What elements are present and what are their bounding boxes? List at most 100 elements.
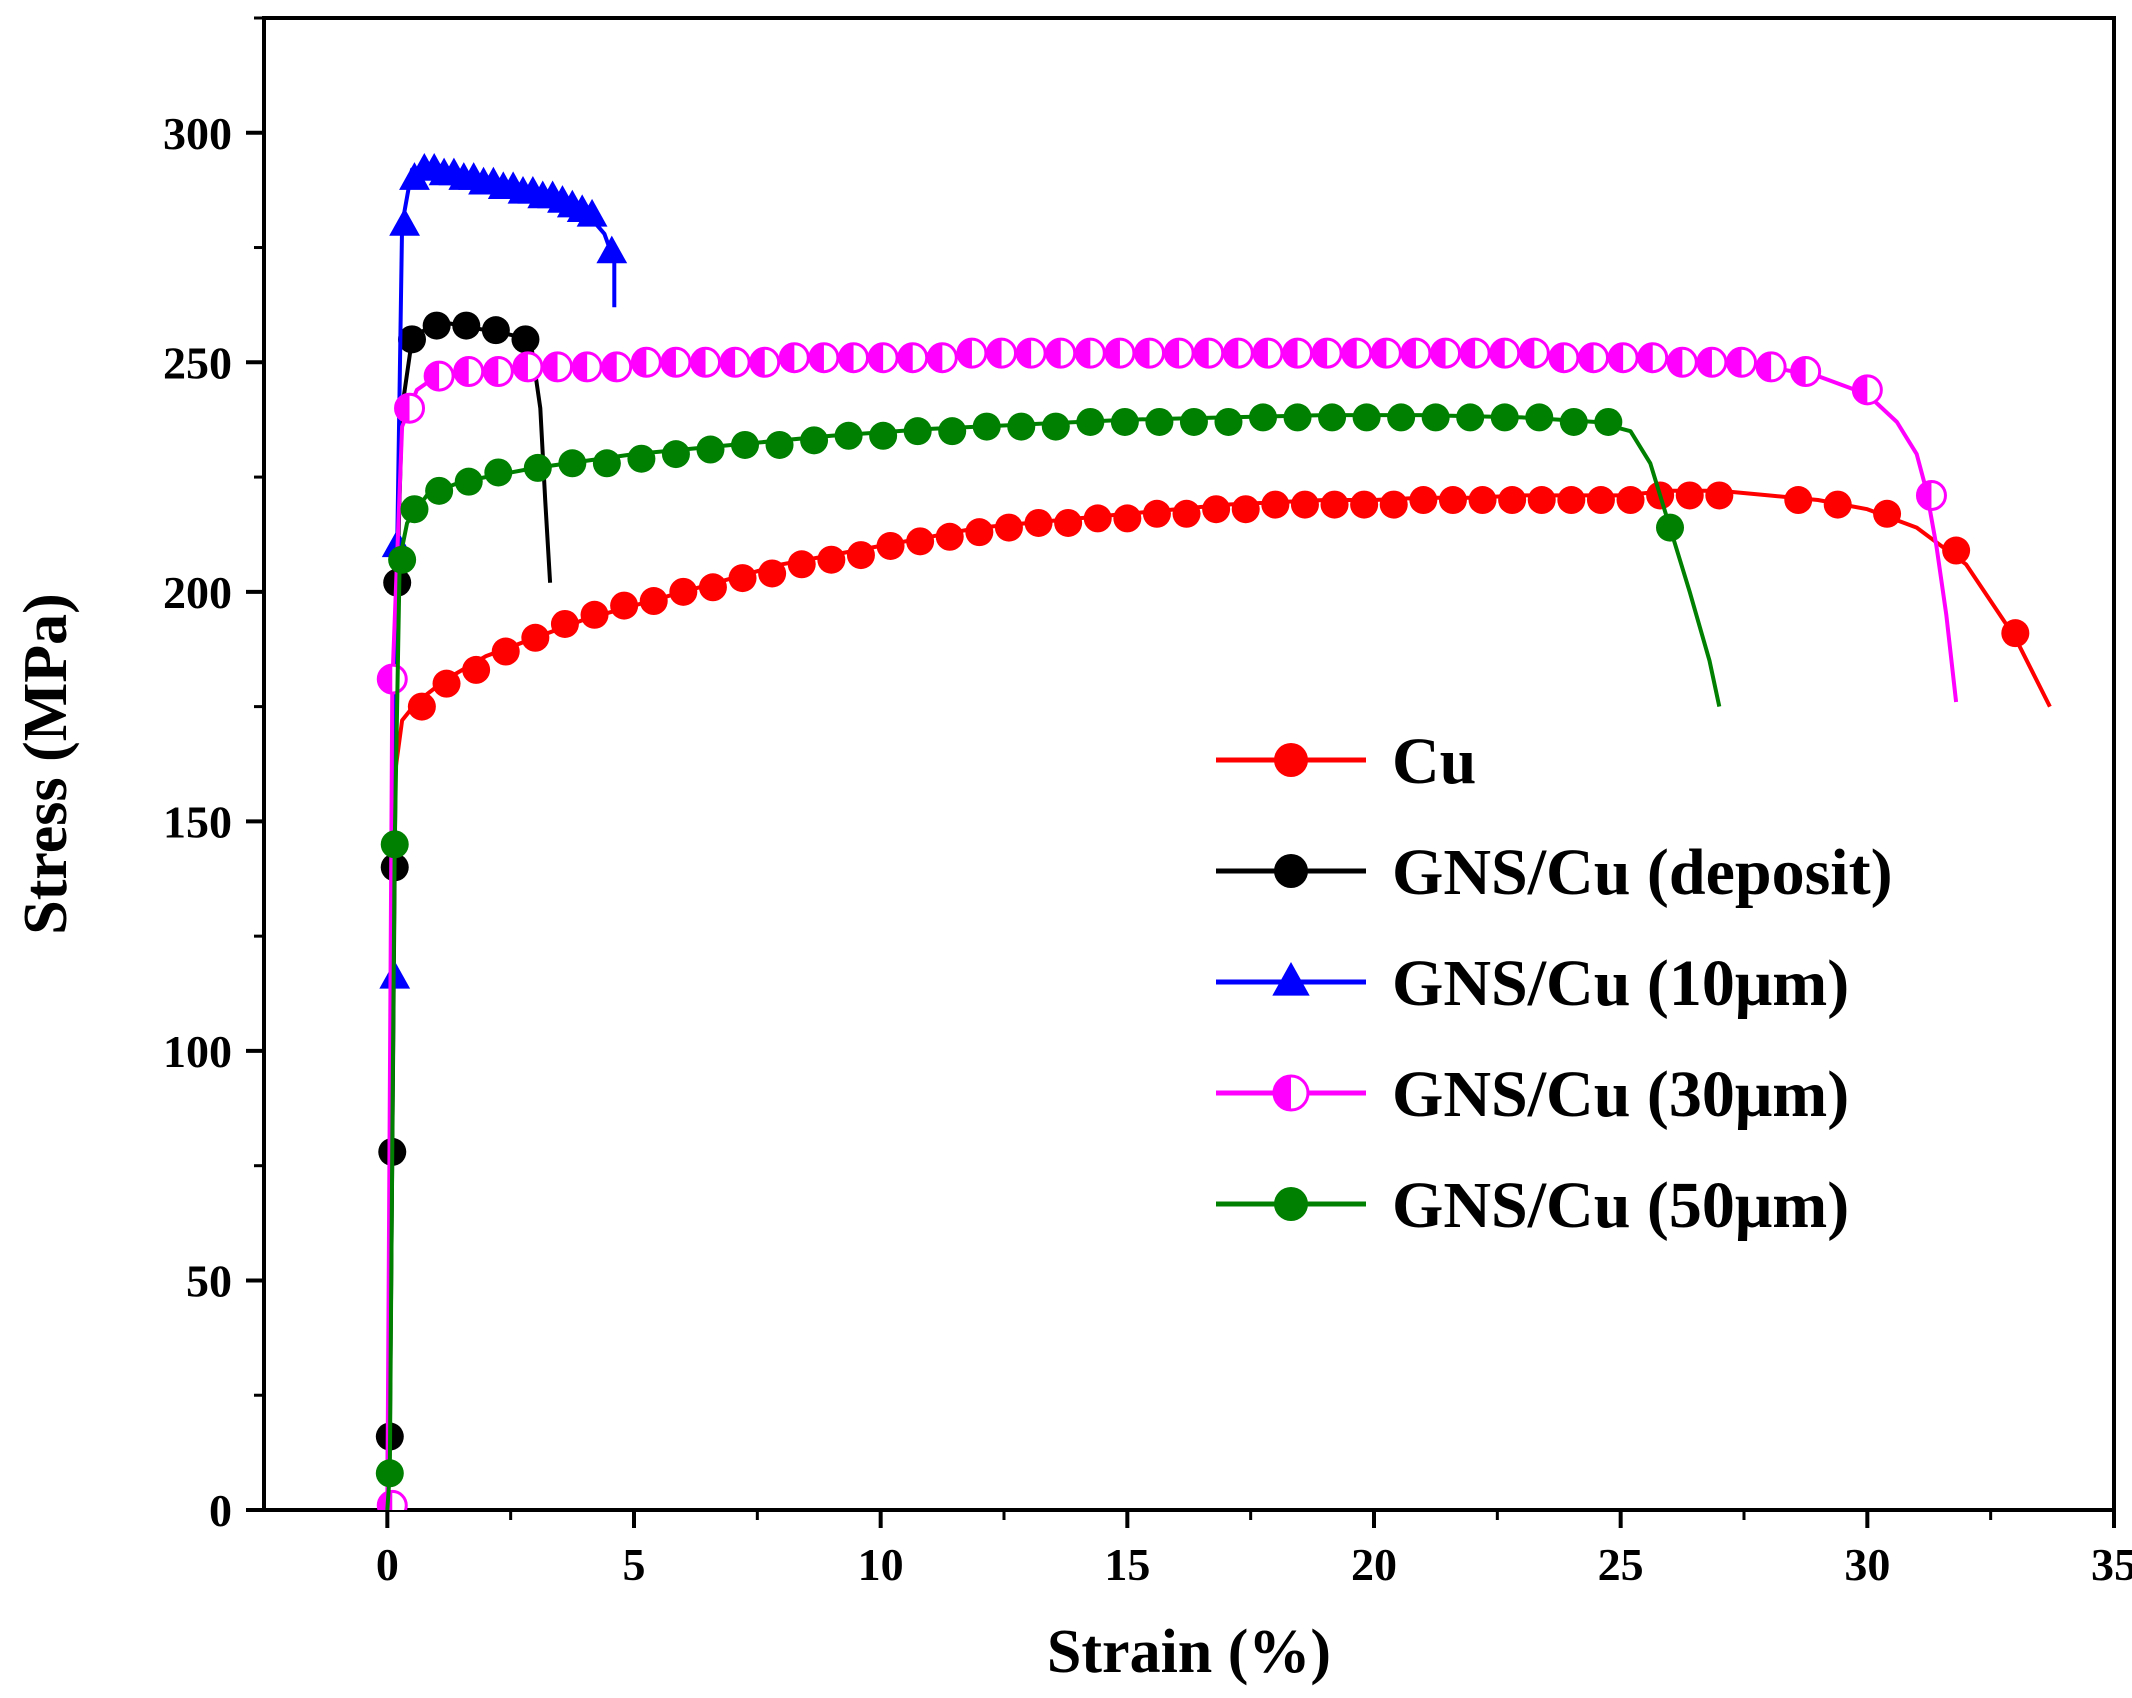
data-point (1274, 854, 1308, 888)
data-point (728, 564, 757, 593)
data-point (1142, 499, 1171, 528)
data-point (601, 351, 633, 383)
legend-label: Cu (1392, 725, 1476, 798)
x-tick-label: 15 (1104, 1539, 1150, 1590)
data-point (1666, 346, 1698, 378)
data-point (639, 587, 668, 616)
data-point (1283, 403, 1312, 432)
data-point (394, 392, 426, 424)
data-point (400, 495, 429, 524)
data-point (1594, 407, 1623, 436)
series-0 (385, 481, 2052, 1510)
data-point (1045, 337, 1077, 369)
x-tick-label: 35 (2091, 1539, 2132, 1590)
data-point (1311, 337, 1343, 369)
y-axis-title: Stress (MPa) (12, 593, 80, 934)
legend-label: GNS/Cu (30μm) (1392, 1058, 1849, 1131)
data-point (1370, 337, 1402, 369)
x-tick-label: 25 (1598, 1539, 1644, 1590)
data-point (398, 325, 426, 354)
data-point (758, 559, 787, 588)
data-point (376, 663, 408, 695)
data-point (380, 830, 409, 859)
x-axis-title: Strain (%) (1047, 1618, 1331, 1686)
data-point (869, 421, 898, 450)
data-point (994, 513, 1023, 542)
data-point (698, 573, 727, 602)
series-line (385, 348, 1959, 1510)
data-point (956, 337, 988, 369)
data-point (423, 360, 455, 392)
legend: Cu GNS/Cu (deposit) GNS/Cu (10μm) GNS/Cu (3… (1216, 725, 1893, 1242)
x-tick-label: 20 (1351, 1539, 1397, 1590)
data-point (1823, 490, 1852, 519)
data-point (731, 430, 759, 459)
data-point (1490, 403, 1519, 432)
data-point (1222, 337, 1254, 369)
data-point (696, 435, 725, 464)
data-point (422, 311, 451, 340)
data-point (1637, 342, 1669, 374)
data-point (1341, 337, 1373, 369)
data-point (1518, 337, 1550, 369)
data-point (1074, 337, 1106, 369)
data-point (778, 342, 810, 374)
data-point (1498, 486, 1527, 515)
legend-label: GNS/Cu (deposit) (1392, 836, 1893, 909)
data-point (512, 351, 544, 383)
data-point (454, 467, 483, 496)
data-point (1163, 337, 1195, 369)
data-point (1274, 1187, 1308, 1221)
data-point (407, 692, 436, 721)
data-point (1007, 412, 1036, 441)
data-point (1054, 508, 1083, 537)
data-point (2001, 619, 2030, 648)
data-point (389, 208, 420, 236)
data-point (580, 600, 609, 629)
data-point (1145, 407, 1174, 436)
data-point (669, 577, 698, 606)
data-point (1409, 486, 1438, 515)
data-point (1459, 337, 1491, 369)
data-point (1318, 403, 1347, 432)
data-point (749, 346, 781, 378)
data-point (1352, 403, 1381, 432)
y-tick-label: 250 (163, 337, 232, 388)
data-point (453, 355, 485, 387)
data-point (1379, 490, 1408, 519)
data-point (1578, 342, 1610, 374)
data-point (1527, 486, 1556, 515)
legend-label: GNS/Cu (50μm) (1392, 1169, 1849, 1242)
data-point (935, 522, 964, 551)
axis-ticks (246, 16, 2116, 1528)
data-point (876, 531, 905, 560)
data-point (1202, 495, 1231, 524)
legend-item: GNS/Cu (50μm) (1216, 1169, 1849, 1242)
legend-item: GNS/Cu (deposit) (1216, 836, 1893, 909)
data-point (1231, 495, 1260, 524)
data-point (571, 351, 603, 383)
data-point (1350, 490, 1379, 519)
data-point (1015, 337, 1047, 369)
data-point (1705, 481, 1734, 510)
data-point (1110, 407, 1139, 436)
data-point (1656, 513, 1684, 542)
data-point (867, 342, 899, 374)
data-point (800, 426, 829, 455)
data-point (1430, 337, 1462, 369)
x-tick-label: 0 (376, 1539, 399, 1590)
legend-label: GNS/Cu (10μm) (1392, 947, 1849, 1020)
data-point (1438, 486, 1467, 515)
data-point (1272, 961, 1310, 996)
data-point (1468, 486, 1497, 515)
data-point (592, 449, 621, 478)
data-point (511, 325, 540, 354)
data-point (972, 412, 1001, 441)
data-point (1249, 403, 1277, 432)
data-point (521, 623, 550, 652)
data-point (1261, 490, 1290, 519)
data-point (1675, 481, 1704, 510)
data-point (838, 342, 870, 374)
data-point (1790, 355, 1822, 387)
data-point (576, 198, 608, 227)
